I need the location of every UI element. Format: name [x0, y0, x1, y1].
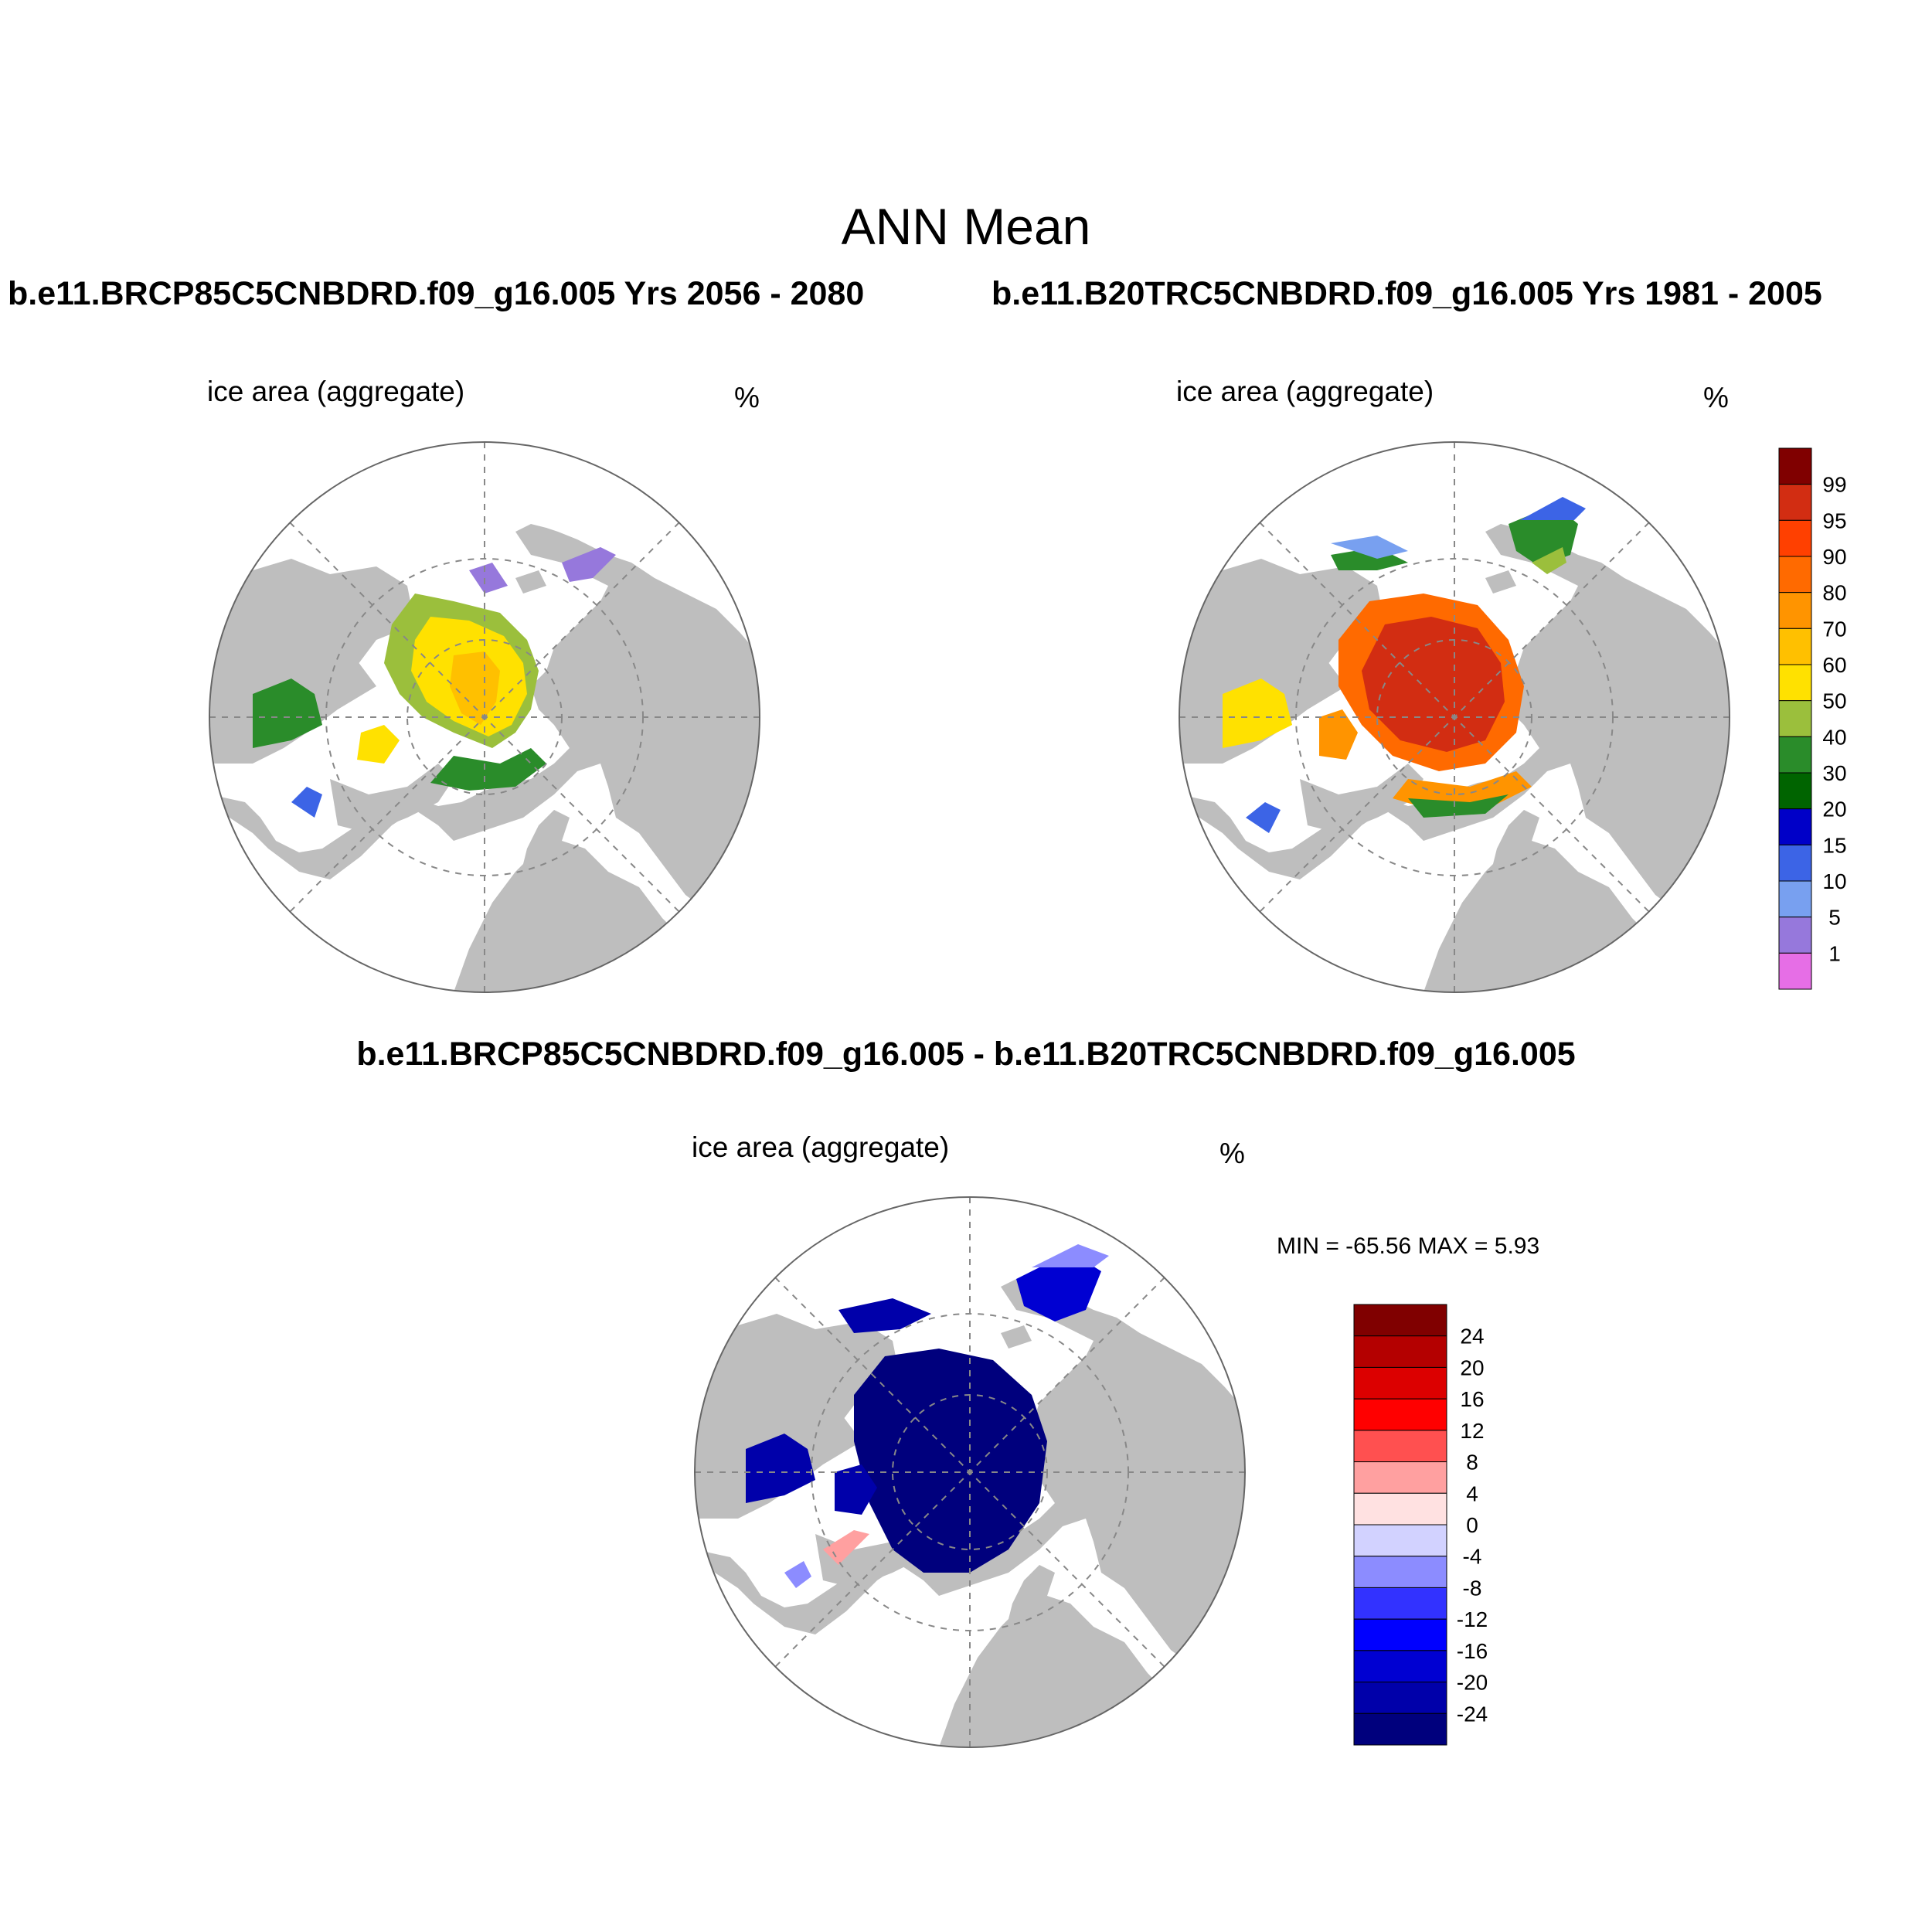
- colorbar-absolute-tick-label: 1: [1828, 941, 1841, 965]
- colorbar-absolute-swatch: [1778, 917, 1812, 954]
- colorbar-absolute-tick-label: 95: [1822, 509, 1846, 532]
- colorbar-difference-swatch: [1353, 1461, 1447, 1494]
- colorbar-absolute-swatch: [1778, 592, 1812, 629]
- colorbar-absolute-tick-label: 30: [1822, 761, 1846, 785]
- colorbar-difference-swatch: [1353, 1556, 1447, 1588]
- colorbar-difference-swatch: [1353, 1682, 1447, 1714]
- colorbar-absolute-swatch: [1778, 700, 1812, 737]
- colorbar-absolute-swatch: [1778, 628, 1812, 665]
- colorbar-difference-tick-label: 4: [1466, 1481, 1478, 1505]
- colorbar-absolute-swatch: [1778, 736, 1812, 774]
- panel2-case-title: b.e11.B20TRC5CNBDRD.f09_g16.005 Yrs 1981…: [992, 275, 1822, 312]
- colorbar-absolute-tick-label: 60: [1822, 653, 1846, 677]
- colorbar-absolute-tick-label: 90: [1822, 545, 1846, 569]
- colorbar-difference-swatch: [1353, 1366, 1447, 1400]
- panel3-min-max-stats: MIN = -65.56 MAX = 5.93: [1277, 1233, 1540, 1259]
- panel2-map-border: [1179, 441, 1730, 993]
- colorbar-difference-swatch: [1353, 1713, 1447, 1746]
- colorbar-absolute-tick-label: 70: [1822, 617, 1846, 641]
- colorbar-difference-tick-label: -24: [1457, 1702, 1488, 1726]
- panel1-polar-map: [209, 442, 760, 992]
- colorbar-absolute-swatch: [1778, 556, 1812, 594]
- colorbar-absolute-tick-label: 99: [1822, 473, 1846, 497]
- colorbar-difference-tick-label: -16: [1457, 1639, 1488, 1663]
- colorbar-difference-tick-label: 20: [1460, 1355, 1484, 1379]
- colorbar-difference-tick-label: 8: [1466, 1451, 1478, 1475]
- colorbar-difference-swatch: [1353, 1524, 1447, 1557]
- colorbar-difference-tick-label: 24: [1460, 1325, 1484, 1349]
- colorbar-absolute-swatch: [1778, 844, 1812, 882]
- panel1-map-border: [209, 441, 760, 993]
- colorbar-difference-swatch: [1353, 1618, 1447, 1651]
- panel3-case-title: b.e11.BRCP85C5CNBDRD.f09_g16.005 - b.e11…: [356, 1036, 1576, 1073]
- panel2-ice-field: [1223, 497, 1586, 833]
- main-title: ANN Mean: [841, 198, 1091, 255]
- panel3-polar-map: [695, 1197, 1245, 1747]
- colorbar-absolute-swatch: [1778, 447, 1812, 485]
- panel1-ice-field: [253, 547, 616, 818]
- panel1-case-title: b.e11.BRCP85C5CNBDRD.f09_g16.005 Yrs 205…: [8, 275, 865, 312]
- colorbar-absolute-swatch: [1778, 880, 1812, 918]
- colorbar-difference-swatch: [1353, 1335, 1447, 1368]
- colorbar-absolute-swatch: [1778, 664, 1812, 702]
- panel3-diff-field: [746, 1244, 1109, 1588]
- panel2-variable-label: ice area (aggregate): [1176, 376, 1434, 407]
- colorbar-absolute-swatch: [1778, 519, 1812, 557]
- colorbar-difference-tick-label: 12: [1460, 1419, 1484, 1443]
- colorbar-difference-swatch: [1353, 1430, 1447, 1463]
- panel1-variable-label: ice area (aggregate): [207, 376, 465, 407]
- colorbar-absolute-tick-label: 15: [1822, 833, 1846, 857]
- colorbar-absolute-swatch: [1778, 484, 1812, 521]
- colorbar-absolute-swatch: [1778, 808, 1812, 845]
- colorbar-difference-tick-label: -20: [1457, 1671, 1488, 1695]
- panel1-units-label: %: [734, 382, 760, 413]
- panel3-variable-label: ice area (aggregate): [692, 1131, 950, 1163]
- colorbar-difference-tick-label: 16: [1460, 1387, 1484, 1411]
- colorbar-absolute-tick-label: 20: [1822, 798, 1846, 821]
- colorbar-absolute: 99 95 90 80 70 60 50 40 30 20 15 10 5 1: [1778, 447, 1847, 990]
- colorbar-difference-swatch: [1353, 1304, 1447, 1337]
- panel3-units-label: %: [1219, 1138, 1245, 1169]
- panel2-units-label: %: [1703, 382, 1729, 413]
- colorbar-absolute-swatch: [1778, 772, 1812, 810]
- colorbar-difference-tick-label: 0: [1466, 1513, 1478, 1537]
- colorbar-difference-tick-label: -8: [1463, 1576, 1482, 1600]
- colorbar-difference-tick-label: -4: [1463, 1545, 1482, 1569]
- colorbar-absolute-tick-label: 50: [1822, 689, 1846, 713]
- colorbar-difference-swatch: [1353, 1587, 1447, 1620]
- colorbar-difference-swatch: [1353, 1398, 1447, 1431]
- panel2-polar-map: [1179, 442, 1730, 992]
- colorbar-difference-swatch: [1353, 1492, 1447, 1526]
- colorbar-absolute-tick-label: 5: [1828, 906, 1841, 930]
- colorbar-difference-swatch: [1353, 1650, 1447, 1683]
- colorbar-difference-tick-label: -12: [1457, 1607, 1488, 1631]
- colorbar-absolute-tick-label: 10: [1822, 869, 1846, 893]
- colorbar-difference: 24 20 16 12 8 4 0 -4 -8 -12 -16 -20 -24: [1353, 1304, 1488, 1746]
- colorbar-absolute-tick-label: 80: [1822, 581, 1846, 605]
- panel3-map-border: [694, 1196, 1246, 1748]
- colorbar-absolute-tick-label: 40: [1822, 725, 1846, 749]
- colorbar-absolute-swatch: [1778, 952, 1812, 990]
